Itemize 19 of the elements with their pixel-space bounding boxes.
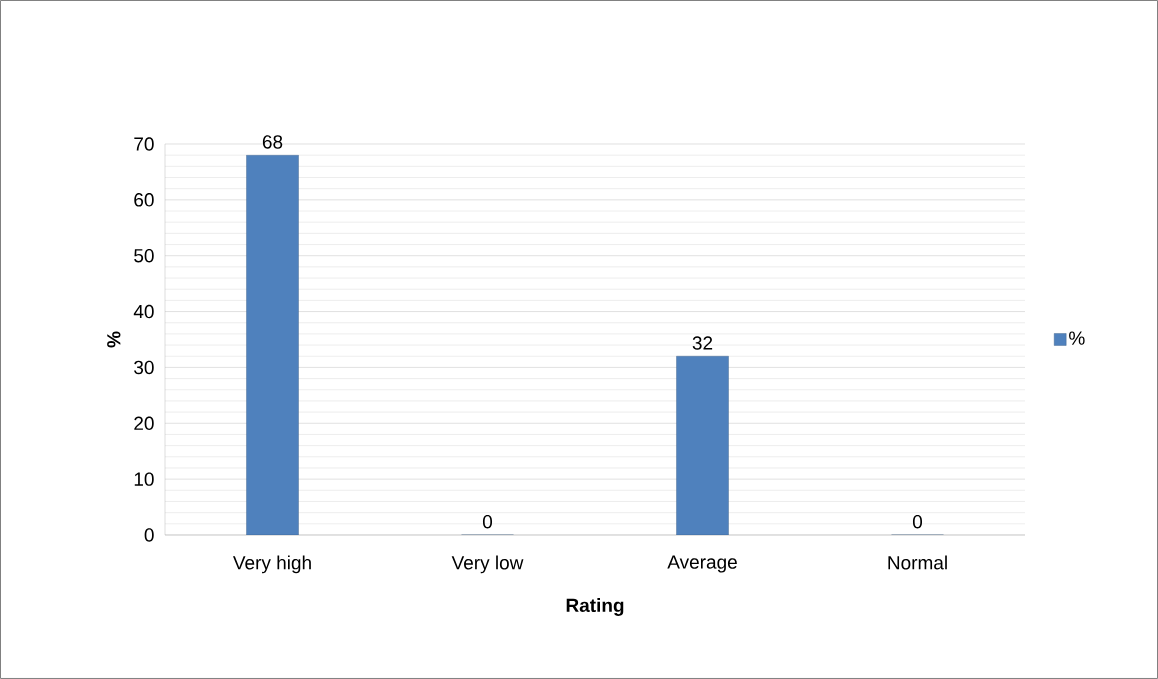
data-label: 0 (912, 515, 923, 529)
y-tick-label: 40 (133, 304, 154, 319)
x-axis-title: Rating (566, 598, 624, 616)
y-tick-label: 0 (144, 528, 154, 542)
x-tick-label: Very low (451, 555, 524, 574)
y-tick-label: 50 (134, 248, 154, 263)
y-tick-label: 70 (134, 137, 154, 151)
data-label: 68 (262, 135, 283, 149)
data-label: 32 (692, 336, 713, 350)
y-tick-label: 20 (134, 416, 154, 430)
x-tick-label: Very high (232, 555, 311, 574)
y-tick-label: 30 (134, 360, 154, 375)
y-axis-title: % (107, 331, 121, 348)
x-tick-label: Average (667, 555, 737, 573)
legend-label: % (1069, 331, 1085, 345)
data-label: 0 (482, 515, 493, 529)
y-tick-label: 10 (134, 472, 154, 486)
y-tick-label: 60 (134, 193, 154, 207)
x-tick-label: Normal (888, 555, 947, 570)
